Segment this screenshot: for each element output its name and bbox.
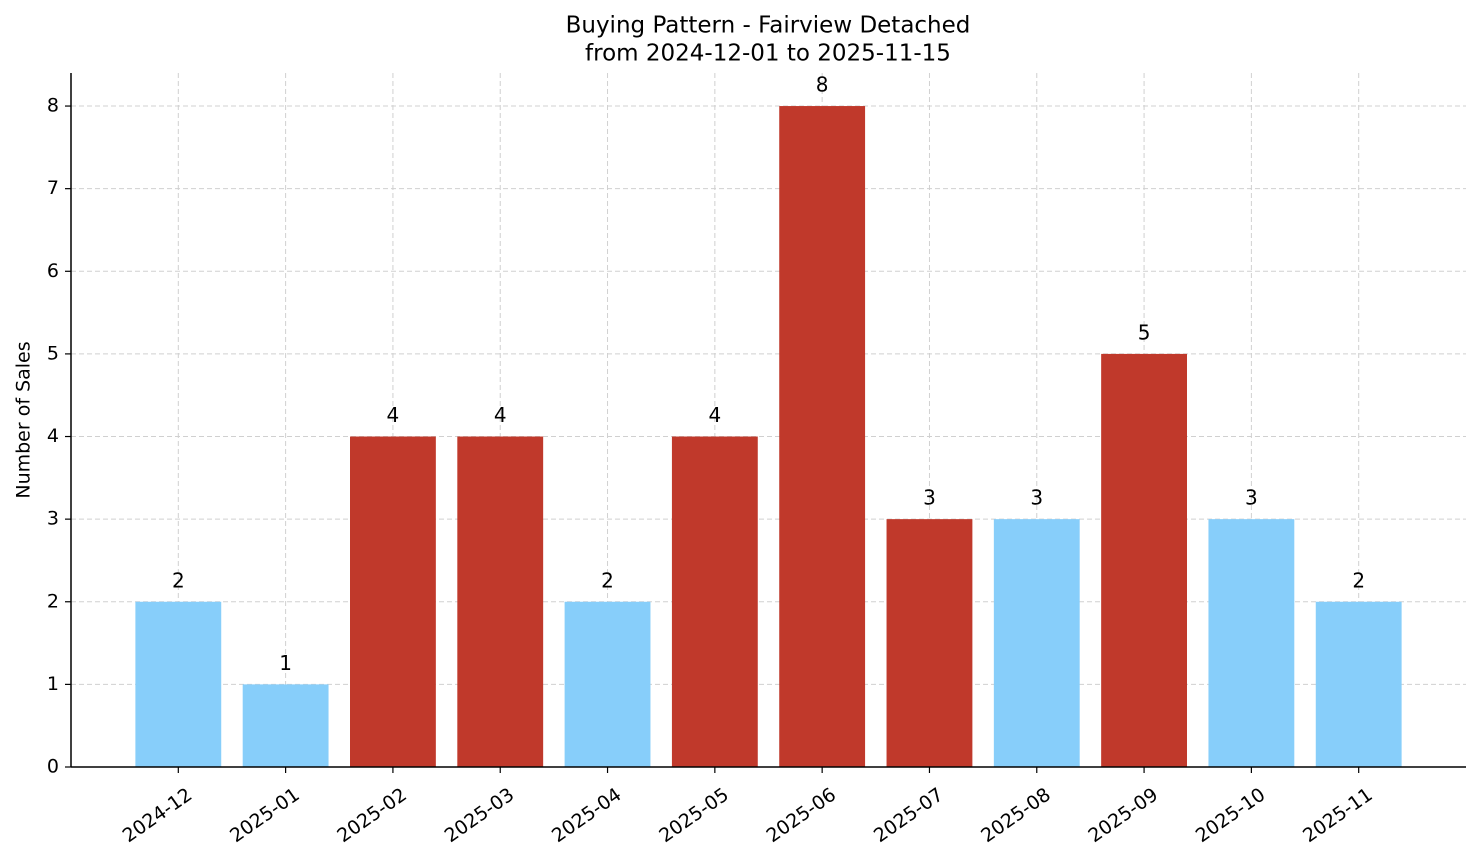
bar <box>135 601 222 767</box>
bar <box>993 519 1080 767</box>
y-tick-label: 8 <box>47 95 59 117</box>
bar <box>564 601 651 767</box>
bar <box>671 436 758 767</box>
x-tick-label: 2025-06 <box>763 784 841 848</box>
value-label: 5 <box>1138 320 1151 344</box>
x-tick-label: 2025-01 <box>226 784 304 848</box>
y-tick-label: 4 <box>47 425 59 447</box>
bar <box>886 519 973 767</box>
x-tick-label: 2025-02 <box>333 784 411 848</box>
value-label: 4 <box>494 403 507 427</box>
chart-subtitle: from 2024-12-01 to 2025-11-15 <box>585 41 951 67</box>
x-tick-label: 2025-08 <box>977 784 1055 848</box>
y-tick-label: 3 <box>47 508 59 530</box>
y-tick-label: 1 <box>47 673 59 695</box>
value-label: 8 <box>816 73 829 97</box>
x-tick-label: 2025-11 <box>1299 784 1377 848</box>
x-tick-label: 2025-04 <box>548 784 626 848</box>
bar <box>457 436 544 767</box>
chart-title: Buying Pattern - Fairview Detached <box>566 13 971 39</box>
value-label: 3 <box>923 486 936 510</box>
x-tick-label: 2025-07 <box>870 784 948 848</box>
value-label: 2 <box>601 568 614 592</box>
bar <box>350 436 436 767</box>
value-label: 4 <box>387 403 400 427</box>
x-tick-label: 2025-10 <box>1192 784 1270 848</box>
value-label: 1 <box>279 651 292 675</box>
x-tick-label: 2025-05 <box>655 784 733 848</box>
bar <box>1101 353 1187 767</box>
x-tick-label: 2024-12 <box>119 784 197 848</box>
y-axis-label: Number of Sales <box>13 341 35 498</box>
y-tick-label: 6 <box>47 260 59 282</box>
bar <box>779 106 866 768</box>
y-tick-label: 2 <box>47 590 59 612</box>
value-label: 3 <box>1030 486 1043 510</box>
x-tick-label: 2025-03 <box>441 784 519 848</box>
value-label: 2 <box>1352 568 1365 592</box>
bar <box>1208 519 1295 767</box>
value-label: 3 <box>1245 486 1258 510</box>
y-tick-label: 7 <box>47 177 59 199</box>
bar <box>1315 601 1402 767</box>
value-label: 4 <box>708 403 721 427</box>
y-tick-label: 5 <box>47 342 59 364</box>
value-label: 2 <box>172 568 185 592</box>
bar <box>242 684 329 767</box>
y-tick-label: 0 <box>47 756 59 778</box>
x-tick-label: 2025-09 <box>1084 784 1162 848</box>
